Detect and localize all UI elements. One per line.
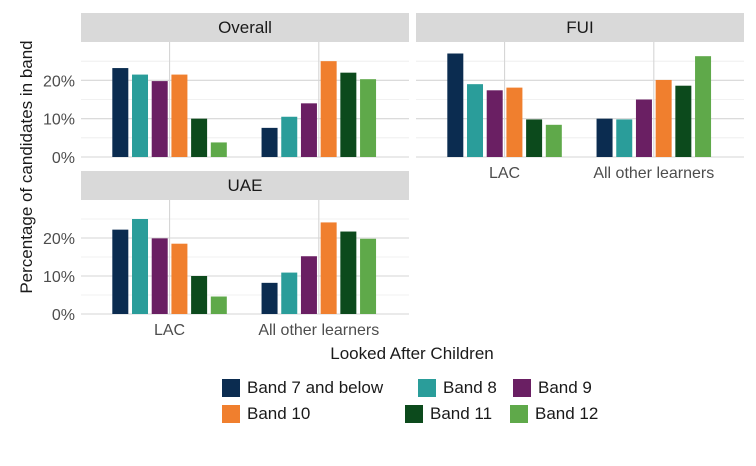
bar-overall-others-1 (261, 127, 278, 157)
legend-item-band-11: Band 11 (405, 404, 492, 424)
bar-overall-lac-2 (132, 74, 149, 157)
x-tick-label: All other learners (593, 165, 714, 182)
bar-overall-others-5 (340, 72, 357, 157)
legend-swatch (513, 379, 531, 397)
legend-swatch (405, 405, 423, 423)
x-tick-label: All other learners (258, 322, 379, 339)
bar-fui-others-5 (675, 85, 692, 157)
bar-fui-lac-6 (545, 124, 562, 157)
x-tick-label: LAC (154, 322, 185, 339)
legend-item-band-10: Band 10 (222, 404, 310, 424)
bar-fui-others-1 (596, 118, 613, 157)
bar-overall-lac-4 (171, 74, 188, 157)
y-tick-label: 20% (43, 231, 75, 248)
legend-item-band-12: Band 12 (510, 404, 598, 424)
legend-label: Band 7 and below (247, 378, 384, 397)
bar-overall-others-3 (300, 103, 317, 157)
bar-uae-others-3 (300, 256, 317, 314)
y-tick-label: 0% (52, 307, 75, 324)
legend-label: Band 11 (430, 404, 493, 423)
bar-fui-others-4 (655, 79, 672, 157)
bar-overall-others-6 (360, 79, 377, 157)
bar-uae-others-1 (261, 282, 278, 314)
bar-fui-lac-3 (486, 90, 503, 157)
y-tick-label: 10% (43, 112, 75, 129)
facet-strip (81, 13, 409, 42)
legend-swatch (222, 379, 240, 397)
bar-overall-lac-6 (210, 142, 227, 157)
bar-uae-lac-6 (210, 296, 227, 314)
legend-swatch (222, 405, 240, 423)
legend-item-band-7: Band 7 and below (222, 378, 383, 398)
bar-fui-others-3 (635, 99, 652, 157)
facet-title: FUI (566, 18, 593, 37)
legend-label: Band 9 (538, 378, 592, 397)
bar-overall-lac-3 (151, 81, 168, 157)
bar-uae-lac-5 (191, 276, 208, 314)
bar-overall-others-2 (281, 116, 298, 157)
bar-uae-others-4 (320, 222, 337, 314)
bar-fui-lac-4 (506, 87, 523, 157)
legend-label: Band 12 (535, 404, 599, 423)
bar-fui-others-2 (616, 119, 633, 157)
facet-title: Overall (218, 18, 272, 37)
legend-swatch (418, 379, 436, 397)
bar-fui-others-6 (695, 56, 712, 157)
legend-label: Band 10 (247, 404, 311, 423)
bar-overall-lac-5 (191, 118, 208, 157)
bar-uae-others-6 (360, 238, 377, 314)
y-axis-title: Percentage of candidates in band (17, 40, 36, 293)
bar-fui-lac-1 (447, 53, 464, 157)
y-tick-label: 10% (43, 269, 75, 286)
bar-uae-lac-1 (112, 229, 129, 314)
legend-item-band-9: Band 9 (513, 378, 592, 398)
bar-uae-lac-4 (171, 243, 188, 314)
facet-title: UAE (228, 176, 263, 195)
facet-strip (81, 171, 409, 200)
bar-uae-lac-2 (132, 219, 149, 314)
bar-uae-others-2 (281, 272, 298, 314)
bar-uae-others-5 (340, 231, 357, 314)
bar-uae-lac-3 (151, 238, 168, 314)
y-tick-label: 20% (43, 73, 75, 90)
x-axis-title: Looked After Children (330, 344, 494, 363)
legend-label: Band 8 (443, 378, 497, 397)
bar-fui-lac-5 (526, 119, 543, 157)
bar-overall-others-4 (320, 61, 337, 157)
legend-item-band-8: Band 8 (418, 378, 497, 398)
x-tick-label: LAC (489, 165, 520, 182)
legend-swatch (510, 405, 528, 423)
bar-fui-lac-2 (467, 84, 484, 157)
facet-strip (416, 13, 744, 42)
y-tick-label: 0% (52, 150, 75, 167)
bar-overall-lac-1 (112, 68, 129, 157)
